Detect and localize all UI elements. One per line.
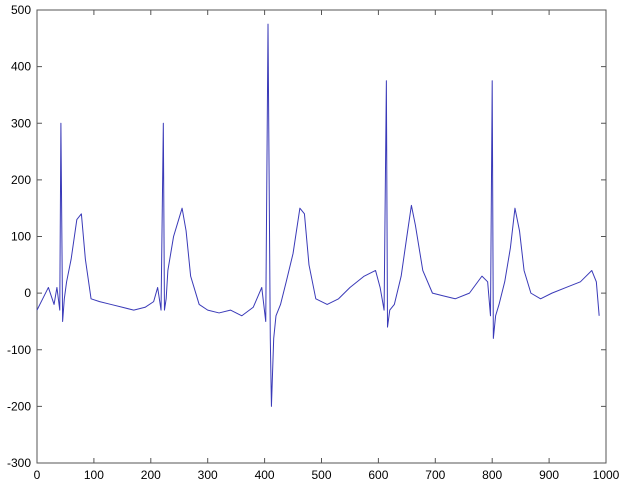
- y-tick-label: 100: [11, 230, 31, 244]
- x-tick-labels: 0 100 200 300 400 500 600 700 800 900 1000: [34, 468, 620, 482]
- y-tick-labels: -300 -200 -100 0 100 200 300 400 500: [7, 3, 31, 470]
- x-tick-label: 0: [34, 468, 41, 482]
- x-tick-label: 700: [425, 468, 445, 482]
- y-tick-label: 500: [11, 3, 31, 17]
- x-tick-label: 400: [255, 468, 275, 482]
- y-tick-label: -300: [7, 456, 31, 470]
- series-line: [36, 23, 600, 407]
- plot-area: [36, 9, 607, 464]
- series-layer: [36, 23, 600, 407]
- y-tick-label: -100: [7, 343, 31, 357]
- x-tick-label: 300: [198, 468, 218, 482]
- x-tick-label: 600: [368, 468, 388, 482]
- y-tick-label: -200: [7, 399, 31, 413]
- y-tick-label: 200: [11, 173, 31, 187]
- x-tick-label: 900: [539, 468, 559, 482]
- x-tick-label: 800: [482, 468, 502, 482]
- x-tick-label: 1000: [593, 468, 620, 482]
- x-tick-label: 500: [311, 468, 331, 482]
- y-tick-label: 400: [11, 60, 31, 74]
- x-tick-label: 200: [141, 468, 161, 482]
- x-tick-label: 100: [84, 468, 104, 482]
- axis-ticks: [36, 9, 607, 464]
- y-tick-label: 300: [11, 116, 31, 130]
- y-tick-label: 0: [24, 286, 31, 300]
